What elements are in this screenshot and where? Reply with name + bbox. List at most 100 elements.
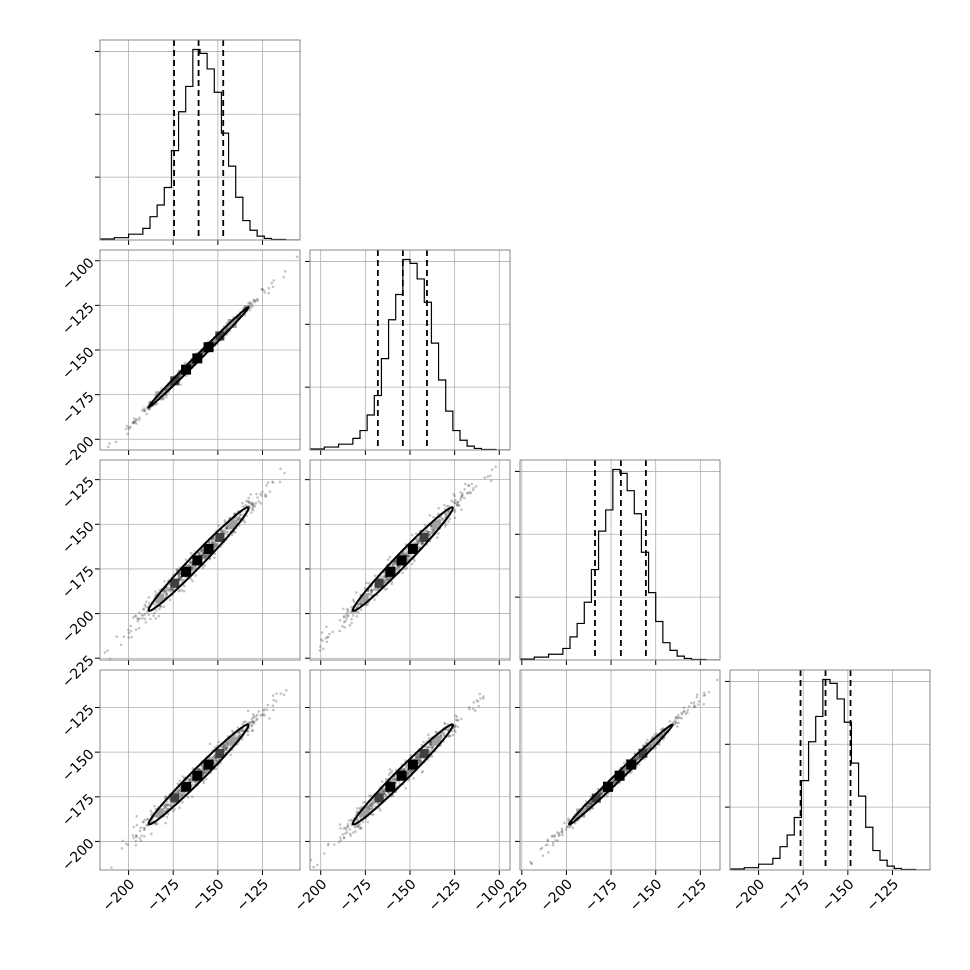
sample-point bbox=[178, 806, 181, 810]
sample-point bbox=[327, 842, 330, 846]
sample-point bbox=[591, 806, 595, 810]
sample-point bbox=[384, 578, 387, 582]
sample-point bbox=[587, 805, 590, 808]
sample-point bbox=[129, 624, 133, 628]
sample-point bbox=[403, 567, 407, 571]
sample-point bbox=[262, 288, 266, 292]
sample-point bbox=[416, 538, 419, 541]
sample-point bbox=[649, 743, 652, 747]
sample-point bbox=[346, 822, 350, 826]
sample-point bbox=[253, 505, 257, 508]
sample-point bbox=[189, 778, 192, 781]
sample-point bbox=[488, 474, 492, 478]
sample-point bbox=[187, 564, 191, 568]
sample-point bbox=[251, 505, 255, 509]
sample-point bbox=[265, 708, 269, 711]
sample-point bbox=[180, 580, 184, 583]
sample-point bbox=[414, 756, 418, 760]
sample-point bbox=[417, 539, 421, 543]
sample-point bbox=[702, 691, 706, 695]
sample-point bbox=[199, 549, 203, 553]
sample-point bbox=[211, 537, 215, 540]
sample-point bbox=[357, 824, 361, 828]
sample-point bbox=[402, 553, 406, 556]
sample-point bbox=[693, 705, 697, 708]
sample-point bbox=[247, 302, 250, 305]
sample-point bbox=[406, 554, 410, 558]
sample-point bbox=[203, 771, 207, 775]
sample-point bbox=[166, 803, 169, 807]
sample-point bbox=[241, 723, 244, 726]
sample-point bbox=[129, 629, 133, 633]
sample-point bbox=[440, 734, 443, 738]
sample-point bbox=[214, 542, 218, 545]
sample-point bbox=[168, 598, 172, 602]
x-tick-label: −150 bbox=[381, 876, 420, 915]
sample-point bbox=[213, 556, 216, 559]
sample-point bbox=[142, 828, 146, 832]
sample-point bbox=[264, 494, 268, 498]
sample-point bbox=[468, 707, 471, 711]
sample-point bbox=[685, 711, 689, 714]
sample-point bbox=[193, 565, 196, 569]
sample-point bbox=[279, 467, 282, 471]
sample-point bbox=[263, 708, 266, 711]
sample-point bbox=[132, 420, 135, 424]
sample-point bbox=[467, 705, 471, 709]
sample-point bbox=[370, 799, 374, 803]
sample-point bbox=[406, 555, 410, 558]
sample-point bbox=[203, 556, 206, 560]
sample-point bbox=[212, 755, 215, 759]
sample-point bbox=[242, 720, 245, 724]
sample-point bbox=[197, 768, 201, 771]
sample-point bbox=[191, 566, 194, 570]
sample-point bbox=[165, 589, 169, 592]
sample-point bbox=[142, 608, 145, 611]
sample-point bbox=[380, 576, 384, 580]
sample-point bbox=[469, 491, 472, 495]
sample-point bbox=[454, 718, 458, 722]
sample-point bbox=[560, 831, 564, 834]
density-cell bbox=[374, 578, 384, 588]
sample-point bbox=[428, 742, 432, 746]
sample-point bbox=[146, 817, 150, 821]
sample-point bbox=[250, 720, 254, 723]
sample-point bbox=[351, 831, 355, 834]
sample-point bbox=[600, 792, 604, 795]
sample-point bbox=[568, 825, 571, 829]
sample-point bbox=[203, 556, 207, 560]
sample-point bbox=[430, 746, 434, 749]
sample-point bbox=[163, 589, 166, 593]
sample-point bbox=[425, 529, 428, 533]
sample-point bbox=[245, 499, 248, 503]
sample-point bbox=[213, 340, 217, 343]
sample-point bbox=[372, 798, 375, 802]
sample-point bbox=[236, 518, 239, 522]
sample-point bbox=[252, 714, 256, 718]
sample-point bbox=[475, 699, 478, 702]
sample-point bbox=[225, 526, 229, 530]
sample-point bbox=[168, 804, 172, 807]
sample-point bbox=[164, 589, 167, 592]
sample-point bbox=[415, 756, 419, 759]
sample-point bbox=[224, 747, 228, 750]
density-cell bbox=[155, 808, 165, 818]
y-tick-label: −100 bbox=[59, 255, 98, 294]
sample-point bbox=[680, 716, 684, 720]
sample-point bbox=[460, 508, 463, 511]
sample-point bbox=[347, 614, 350, 617]
sample-point bbox=[377, 587, 380, 590]
sample-point bbox=[489, 479, 493, 483]
sample-point bbox=[194, 574, 197, 577]
sample-point bbox=[319, 638, 323, 641]
density-cell bbox=[626, 759, 637, 770]
x-tick-label: −175 bbox=[144, 876, 183, 915]
sample-point bbox=[250, 723, 254, 727]
sample-point bbox=[383, 580, 387, 583]
sample-point bbox=[190, 783, 194, 786]
sample-point bbox=[139, 839, 143, 843]
sample-point bbox=[88, 462, 91, 465]
sample-point bbox=[164, 821, 167, 825]
sample-point bbox=[125, 424, 129, 428]
sample-point bbox=[374, 588, 378, 592]
